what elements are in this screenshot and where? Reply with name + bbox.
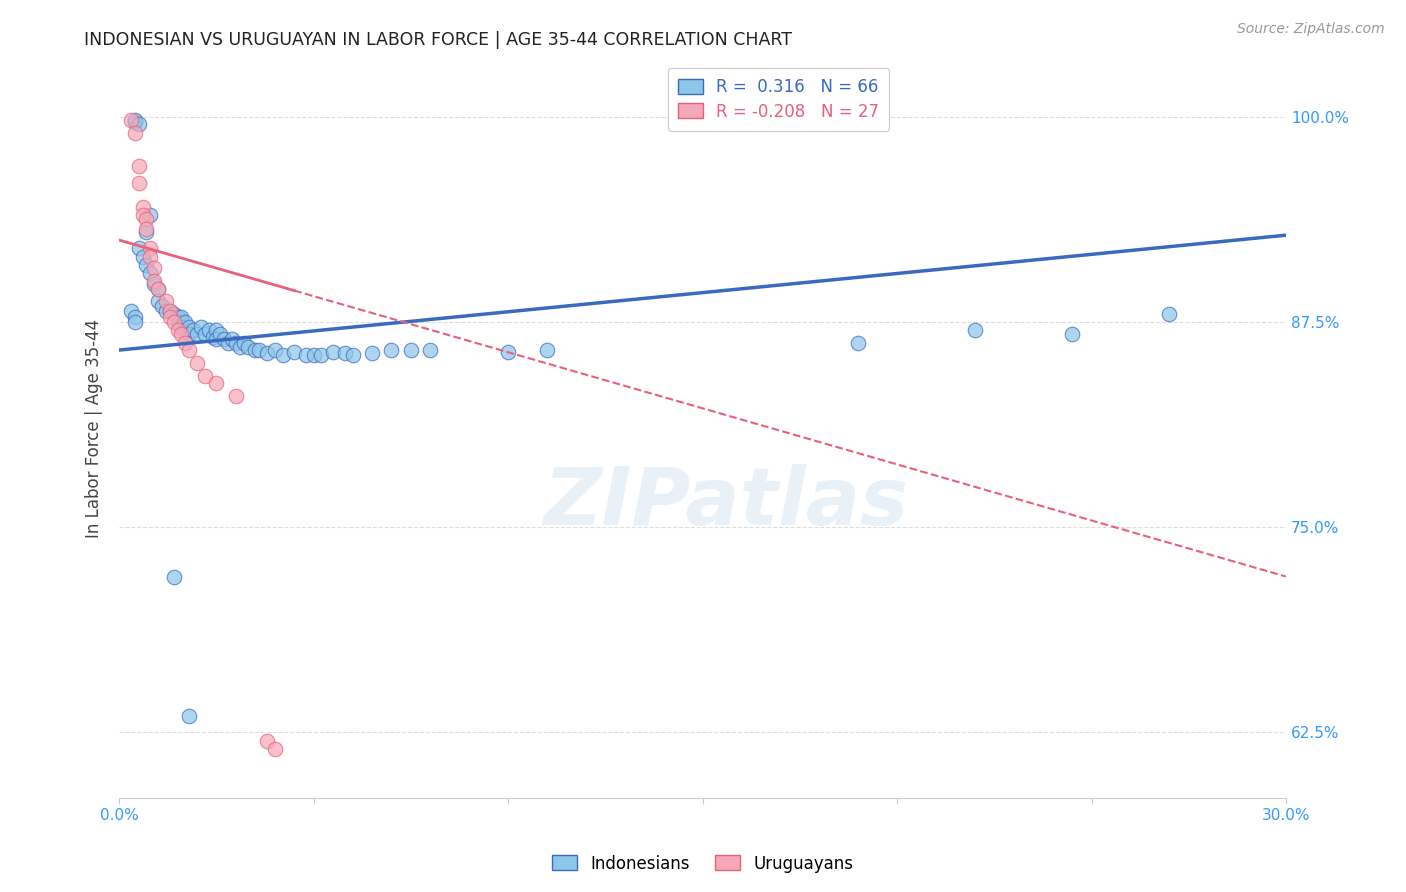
Point	[295, 348, 318, 362]
Point	[496, 344, 519, 359]
Point	[159, 303, 181, 318]
Point	[179, 709, 201, 723]
Point	[179, 320, 201, 334]
Point	[166, 310, 188, 325]
Point	[159, 310, 181, 325]
Point	[1159, 307, 1181, 321]
Point	[197, 323, 219, 337]
Point	[128, 176, 150, 190]
Point	[1060, 326, 1083, 341]
Point	[205, 323, 228, 337]
Point	[256, 346, 278, 360]
Point	[271, 348, 294, 362]
Point	[128, 241, 150, 255]
Point	[194, 326, 217, 341]
Point	[225, 389, 247, 403]
Point	[236, 340, 259, 354]
Point	[419, 343, 441, 357]
Point	[143, 260, 166, 275]
Point	[174, 336, 197, 351]
Point	[143, 277, 166, 292]
Point	[380, 343, 402, 357]
Point	[135, 258, 157, 272]
Point	[302, 348, 325, 362]
Point	[201, 330, 224, 344]
Point	[205, 332, 228, 346]
Point	[263, 343, 285, 357]
Point	[174, 315, 197, 329]
Point	[139, 209, 162, 223]
Point	[179, 326, 201, 341]
Point	[209, 326, 232, 341]
Point	[186, 326, 208, 341]
Point	[846, 336, 869, 351]
Point	[166, 323, 188, 337]
Point	[361, 346, 384, 360]
Point	[166, 315, 188, 329]
Point	[135, 221, 157, 235]
Point	[194, 369, 217, 384]
Point	[181, 323, 204, 337]
Point	[146, 282, 169, 296]
Point	[214, 332, 236, 346]
Point	[247, 343, 270, 357]
Point	[146, 293, 169, 308]
Y-axis label: In Labor Force | Age 35-44: In Labor Force | Age 35-44	[86, 319, 103, 539]
Point	[159, 303, 181, 318]
Point	[170, 326, 193, 341]
Point	[205, 376, 228, 390]
Point	[146, 282, 169, 296]
Point	[536, 343, 558, 357]
Point	[150, 299, 173, 313]
Point	[124, 115, 146, 129]
Point	[124, 127, 146, 141]
Point	[190, 320, 212, 334]
Point	[139, 241, 162, 255]
Point	[163, 307, 186, 321]
Legend: R =  0.316   N = 66, R = -0.208   N = 27: R = 0.316 N = 66, R = -0.208 N = 27	[668, 68, 889, 130]
Legend: Indonesians, Uruguayans: Indonesians, Uruguayans	[546, 848, 860, 880]
Point	[963, 323, 986, 337]
Point	[120, 303, 142, 318]
Point	[186, 356, 208, 370]
Point	[221, 332, 243, 346]
Point	[256, 733, 278, 747]
Point	[139, 250, 162, 264]
Point	[311, 348, 333, 362]
Point	[124, 113, 146, 128]
Point	[163, 569, 186, 583]
Point	[225, 336, 247, 351]
Point	[124, 310, 146, 325]
Point	[170, 320, 193, 334]
Point	[283, 344, 305, 359]
Point	[399, 343, 422, 357]
Point	[155, 293, 177, 308]
Text: Source: ZipAtlas.com: Source: ZipAtlas.com	[1237, 22, 1385, 37]
Text: INDONESIAN VS URUGUAYAN IN LABOR FORCE | AGE 35-44 CORRELATION CHART: INDONESIAN VS URUGUAYAN IN LABOR FORCE |…	[84, 31, 793, 49]
Point	[217, 336, 239, 351]
Point	[229, 340, 252, 354]
Point	[131, 200, 153, 214]
Point	[139, 266, 162, 280]
Point	[263, 741, 285, 756]
Point	[131, 250, 153, 264]
Text: ZIPatlas: ZIPatlas	[544, 464, 908, 541]
Point	[131, 209, 153, 223]
Point	[245, 343, 267, 357]
Point	[342, 348, 364, 362]
Point	[135, 225, 157, 239]
Point	[170, 310, 193, 325]
Point	[179, 343, 201, 357]
Point	[232, 336, 254, 351]
Point	[128, 117, 150, 131]
Point	[322, 344, 344, 359]
Point	[124, 315, 146, 329]
Point	[163, 315, 186, 329]
Point	[143, 274, 166, 288]
Point	[128, 159, 150, 173]
Point	[333, 346, 356, 360]
Point	[155, 303, 177, 318]
Point	[120, 113, 142, 128]
Point	[135, 211, 157, 226]
